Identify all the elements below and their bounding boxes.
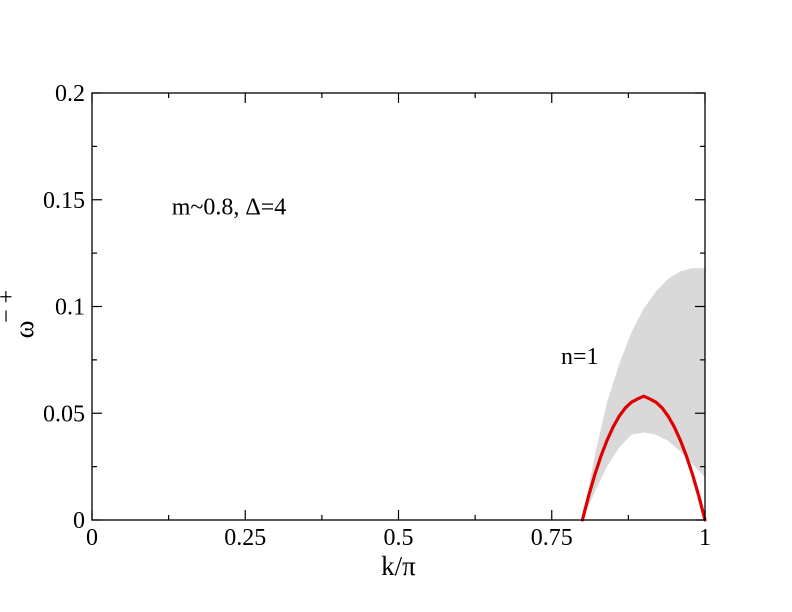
- series-layer: [580, 394, 707, 522]
- y-axis-label-superscript: − +: [0, 290, 20, 323]
- y-tick-label: 0.05: [43, 401, 85, 427]
- x-tick-label: 1: [699, 525, 711, 551]
- y-tick-label: 0.15: [43, 188, 85, 214]
- ticks-layer: [91, 92, 706, 521]
- x-tick-label: 0: [86, 525, 98, 551]
- x-tick-label: 0.25: [224, 525, 266, 551]
- y-tick-label: 0.1: [55, 295, 85, 321]
- x-tick-label: 0.75: [531, 525, 573, 551]
- y-tick-label: 0: [73, 508, 85, 534]
- annotation-parameters: m~0.8, Δ=4: [172, 195, 287, 221]
- continuum-region-layer: [582, 268, 705, 520]
- y-axis-label-main: ω: [9, 321, 39, 339]
- series-line-0: [580, 394, 707, 522]
- x-axis-label: k/π: [381, 551, 416, 581]
- x-tick-label: 0.5: [384, 525, 414, 551]
- y-tick-label: 0.2: [55, 81, 85, 107]
- annotation-n1: n=1: [561, 344, 599, 370]
- y-axis-label: ω − +: [0, 290, 39, 338]
- continuum-region: [582, 268, 705, 520]
- tick-labels-layer: 0 0.25 0.5 0.75 1 0 0.05 0.1 0.15 0.2: [43, 81, 711, 551]
